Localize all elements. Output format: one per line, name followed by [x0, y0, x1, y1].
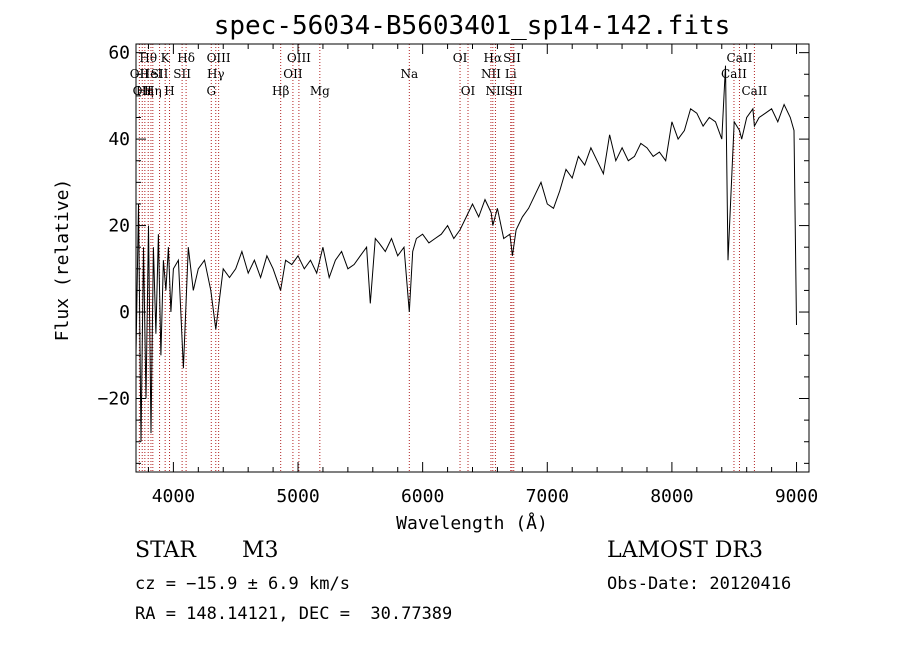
line-marker-label: CaII [741, 84, 767, 98]
axis-ticks: 4000 5000 6000 7000 8000 9000 −20 0 20 40 60 [97, 43, 818, 507]
line-marker-label: OI [453, 51, 468, 65]
y-axis-label: Flux (relative) [52, 179, 73, 342]
object-class: STAR [135, 538, 196, 563]
y-tick-label: −20 [97, 389, 130, 410]
line-marker-label: Na [400, 67, 418, 81]
plot-frame [135, 43, 810, 473]
line-marker-label: OII [133, 84, 153, 98]
x-tick-label: 9000 [775, 486, 818, 507]
line-marker-label: Mg [310, 84, 330, 98]
line-marker-label: Hγ [207, 67, 225, 81]
line-marker-label: Hβ [272, 84, 289, 98]
line-marker-label: OIII [287, 51, 311, 65]
line-marker-label: SII [505, 84, 523, 98]
line-marker-label: Hα [484, 51, 503, 65]
object-subclass: M3 [242, 538, 279, 563]
line-marker-label: H [164, 84, 174, 98]
line-marker-label: NII [481, 67, 501, 81]
line-marker-label: OIII [207, 51, 231, 65]
line-marker-label: OII [283, 67, 303, 81]
line-marker-label: K [161, 51, 171, 65]
obs-date-text: Obs-Date: 20120416 [607, 574, 792, 594]
line-marker-label: Hδ [177, 51, 195, 65]
y-tick-label: 40 [108, 129, 130, 150]
line-marker-label: Hη [144, 84, 162, 98]
line-marker-label: CaII [721, 67, 747, 81]
spectrum-line [135, 65, 797, 442]
chart-title: spec-56034-B5603401_sp14-142.fits [214, 11, 731, 41]
x-tick-label: 7000 [526, 486, 569, 507]
x-tick-label: 6000 [401, 486, 444, 507]
radec-text: RA = 148.14121, DEC = 30.77389 [135, 604, 453, 624]
line-marker-label: NII [485, 84, 505, 98]
y-tick-label: 60 [108, 43, 130, 64]
line-marker-label: Hη [136, 84, 154, 98]
y-tick-label: 20 [108, 216, 130, 237]
line-marker-label: SII [151, 67, 169, 81]
line-marker-label: Hθ [139, 51, 157, 65]
line-marker-label: HeI [140, 67, 163, 81]
survey-label: LAMOST DR3 [607, 538, 763, 563]
line-marker-label: Li [505, 67, 517, 81]
x-tick-label: 5000 [276, 486, 319, 507]
x-tick-label: 8000 [650, 486, 693, 507]
x-tick-label: 4000 [152, 486, 195, 507]
line-markers: OIIOIIHηHθHeIHηSIIKHHδSIIGHγOIIIHβOIIOII… [130, 44, 768, 472]
y-tick-label: 0 [119, 302, 130, 323]
line-marker-label: CaII [727, 51, 753, 65]
spectrum-series [135, 65, 797, 442]
line-marker-label: SII [503, 51, 521, 65]
line-marker-label: G [206, 84, 216, 98]
line-marker-label: OI [461, 84, 476, 98]
redshift-text: cz = −15.9 ± 6.9 km/s [135, 574, 350, 594]
x-axis-label: Wavelength (Å) [396, 512, 548, 534]
line-marker-label: SII [173, 67, 191, 81]
